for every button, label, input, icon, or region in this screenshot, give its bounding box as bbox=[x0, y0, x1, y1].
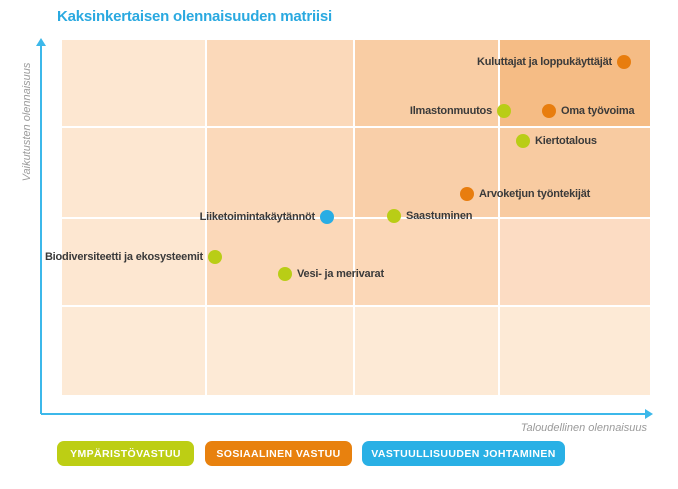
legend-button-governance[interactable]: VASTUULLISUUDEN JOHTAMINEN bbox=[362, 441, 565, 466]
point-dot bbox=[516, 134, 530, 148]
matrix-cell bbox=[355, 307, 498, 395]
legend-button-environment[interactable]: YMPÄRISTÖVASTUU bbox=[57, 441, 194, 466]
y-axis-label: Vaikutusten olennaisuus bbox=[21, 62, 33, 182]
x-axis-label: Taloudellinen olennaisuus bbox=[520, 422, 647, 434]
matrix-cell bbox=[62, 40, 205, 126]
point-dot bbox=[320, 210, 334, 224]
point-label: Arvoketjun työntekijät bbox=[479, 188, 591, 200]
point-label: Biodiversiteetti ja ekosysteemit bbox=[44, 251, 203, 263]
matrix-cell bbox=[207, 40, 353, 126]
point-label: Vesi- ja merivarat bbox=[297, 268, 384, 280]
matrix-cell bbox=[62, 128, 205, 217]
point-dot bbox=[542, 104, 556, 118]
x-axis-arrow-icon bbox=[645, 409, 653, 419]
point-label: Kiertotalous bbox=[535, 135, 597, 147]
matrix-cell bbox=[500, 40, 650, 126]
point-label: Oma työvoima bbox=[561, 105, 635, 117]
matrix-cell bbox=[500, 307, 650, 395]
matrix-cell bbox=[207, 307, 353, 395]
matrix-cell bbox=[355, 128, 498, 217]
point-dot bbox=[497, 104, 511, 118]
matrix-cell bbox=[500, 219, 650, 305]
point-label: Saastuminen bbox=[406, 210, 473, 222]
matrix-cell bbox=[207, 128, 353, 217]
point-dot bbox=[278, 267, 292, 281]
matrix-cell bbox=[62, 307, 205, 395]
point-label: Liiketoimintakäytännöt bbox=[199, 211, 316, 223]
matrix-grid bbox=[62, 40, 650, 395]
legend-button-social[interactable]: SOSIAALINEN VASTUU bbox=[205, 441, 352, 466]
matrix-cell bbox=[355, 40, 498, 126]
x-axis-line bbox=[41, 413, 645, 415]
point-dot bbox=[617, 55, 631, 69]
matrix-cell bbox=[62, 219, 205, 305]
y-axis-arrow-icon bbox=[36, 38, 46, 46]
matrix-cell bbox=[207, 219, 353, 305]
point-label: Ilmastonmuutos bbox=[409, 105, 492, 117]
point-label: Kuluttajat ja loppukäyttäjät bbox=[477, 56, 612, 68]
page-title: Kaksinkertaisen olennaisuuden matriisi bbox=[57, 8, 332, 25]
point-dot bbox=[460, 187, 474, 201]
point-dot bbox=[387, 209, 401, 223]
y-axis-line bbox=[40, 46, 42, 414]
matrix-cell bbox=[355, 219, 498, 305]
point-dot bbox=[208, 250, 222, 264]
